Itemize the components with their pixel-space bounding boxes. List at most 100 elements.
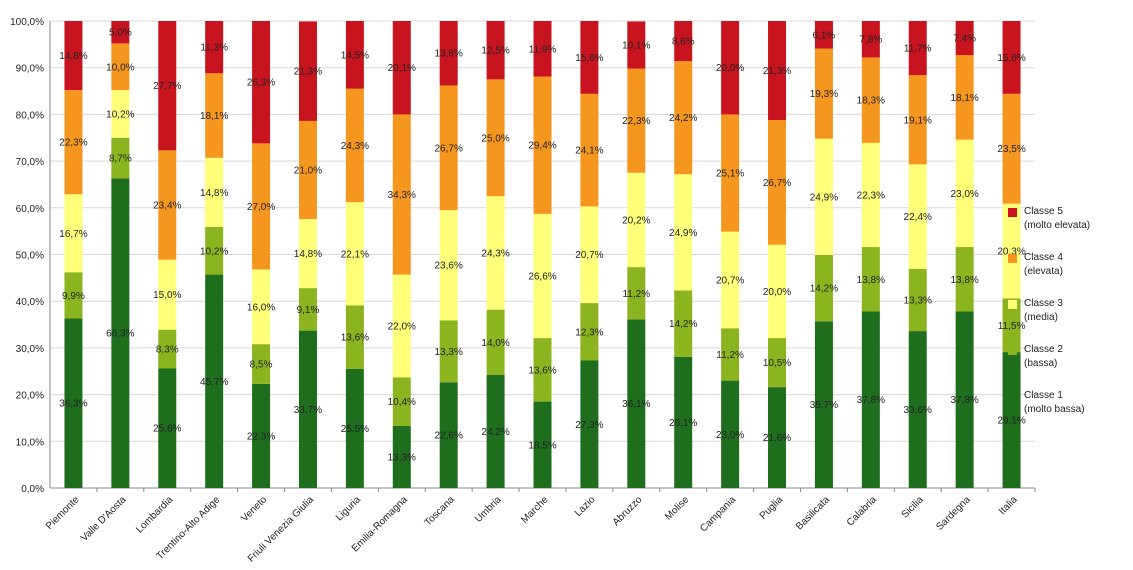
data-label: 13,3% bbox=[904, 296, 932, 307]
bar-segment bbox=[486, 196, 505, 310]
bar-segment bbox=[439, 21, 458, 86]
y-tick-label: 0,0% bbox=[21, 484, 44, 495]
data-label: 14,2% bbox=[669, 319, 697, 330]
bar-segment bbox=[392, 377, 411, 426]
data-label: 5,0% bbox=[109, 28, 132, 39]
data-label: 25,1% bbox=[716, 169, 744, 180]
data-label: 14,8% bbox=[59, 51, 87, 62]
bar-segment bbox=[721, 328, 740, 381]
bar-segment bbox=[814, 138, 833, 255]
data-label: 22,1% bbox=[341, 249, 369, 260]
data-label: 23,5% bbox=[997, 144, 1025, 155]
legend-swatch bbox=[1008, 346, 1017, 355]
x-tick-label: Piemonte bbox=[44, 494, 82, 532]
bar-segment bbox=[486, 79, 505, 197]
bar-segment bbox=[64, 272, 83, 319]
x-tick-label: Basilicata bbox=[794, 494, 832, 532]
bar-segment bbox=[345, 88, 364, 203]
data-label: 21,3% bbox=[763, 66, 791, 77]
data-label: 23,0% bbox=[716, 430, 744, 441]
legend-label: Classe 3 (media) bbox=[1024, 298, 1063, 323]
data-label: 13,8% bbox=[857, 275, 885, 286]
y-tick-label: 70,0% bbox=[16, 157, 44, 168]
y-tick-label: 100,0% bbox=[10, 17, 44, 28]
bar-segment bbox=[252, 383, 271, 488]
x-tick-label: Marche bbox=[519, 494, 551, 526]
bar-segment bbox=[674, 21, 693, 62]
bar-segment bbox=[768, 244, 787, 339]
data-label: 36,3% bbox=[59, 399, 87, 410]
bar-segment bbox=[298, 21, 317, 121]
data-label: 16,0% bbox=[247, 302, 275, 313]
x-tick-label: Sicilia bbox=[900, 494, 927, 521]
bar-segment bbox=[908, 331, 927, 488]
bar-segment bbox=[908, 268, 927, 332]
data-label: 26,7% bbox=[435, 143, 463, 154]
bar-segment bbox=[252, 269, 271, 345]
bar-segment bbox=[1002, 93, 1021, 204]
data-label: 18,5% bbox=[528, 440, 556, 451]
bar-segment bbox=[768, 387, 787, 488]
bar-segment bbox=[298, 330, 317, 488]
bar-segment bbox=[768, 120, 787, 245]
data-label: 24,2% bbox=[481, 427, 509, 438]
y-tick-label: 80,0% bbox=[16, 110, 44, 121]
data-label: 36,1% bbox=[622, 399, 650, 410]
data-label: 20,2% bbox=[622, 215, 650, 226]
data-label: 15,6% bbox=[997, 53, 1025, 64]
data-label: 11,2% bbox=[716, 350, 744, 361]
bar-segment bbox=[580, 21, 599, 94]
data-label: 22,3% bbox=[622, 116, 650, 127]
data-label: 10,5% bbox=[763, 358, 791, 369]
bar-segment bbox=[439, 320, 458, 383]
bar-segment bbox=[721, 231, 740, 329]
bar-segment bbox=[392, 425, 411, 488]
data-label: 37,8% bbox=[950, 395, 978, 406]
x-tick-label: Valle D'Aosta bbox=[79, 494, 129, 544]
bar-segment bbox=[439, 382, 458, 488]
bar-segment bbox=[674, 356, 693, 488]
x-tick-label: Veneto bbox=[239, 494, 269, 524]
bar-segment bbox=[439, 85, 458, 211]
x-tick-label: Lombardia bbox=[134, 494, 175, 535]
data-label: 29,4% bbox=[528, 141, 556, 152]
bar-segment bbox=[1002, 21, 1021, 94]
data-label: 8,5% bbox=[250, 360, 273, 371]
data-label: 27,0% bbox=[247, 202, 275, 213]
legend-item: Classe 4 (elevata) bbox=[1008, 251, 1133, 285]
bar-segment bbox=[814, 321, 833, 488]
legend-label: Classe 4 (elevata) bbox=[1024, 252, 1063, 277]
bar-segment bbox=[861, 142, 880, 248]
x-tick-label: Sardegna bbox=[934, 494, 973, 533]
y-tick-label: 10,0% bbox=[16, 437, 44, 448]
legend-swatch bbox=[1008, 300, 1017, 309]
bar-segment bbox=[674, 290, 693, 357]
data-label: 14,0% bbox=[481, 338, 509, 349]
data-label: 24,1% bbox=[575, 146, 603, 157]
data-label: 28,1% bbox=[669, 418, 697, 429]
data-label: 12,5% bbox=[481, 46, 509, 57]
data-label: 14,8% bbox=[294, 249, 322, 260]
bar-segment bbox=[205, 21, 224, 74]
y-tick-label: 90,0% bbox=[16, 64, 44, 75]
legend: Classe 5 (molto elevata) Classe 4 (elevat… bbox=[1008, 205, 1133, 435]
data-label: 11,5% bbox=[998, 321, 1026, 332]
data-label: 16,7% bbox=[59, 229, 87, 240]
bar-segment bbox=[861, 21, 880, 58]
x-tick-label: Toscana bbox=[423, 494, 457, 528]
bar-segment bbox=[908, 21, 927, 76]
legend-item: Classe 2 (bassa) bbox=[1008, 343, 1133, 377]
data-label: 7,8% bbox=[859, 35, 882, 46]
data-label: 8,6% bbox=[672, 37, 695, 48]
bar-segment bbox=[298, 219, 317, 289]
data-label: 66,3% bbox=[106, 329, 134, 340]
data-label: 23,0% bbox=[950, 189, 978, 200]
bar-segment bbox=[392, 21, 411, 115]
bar-segment bbox=[627, 21, 646, 69]
bar-segment bbox=[252, 344, 271, 384]
data-label: 13,8% bbox=[950, 275, 978, 286]
bar-segment bbox=[439, 210, 458, 321]
data-label: 15,6% bbox=[575, 53, 603, 64]
data-label: 24,3% bbox=[481, 248, 509, 259]
bar-segment bbox=[533, 76, 552, 214]
